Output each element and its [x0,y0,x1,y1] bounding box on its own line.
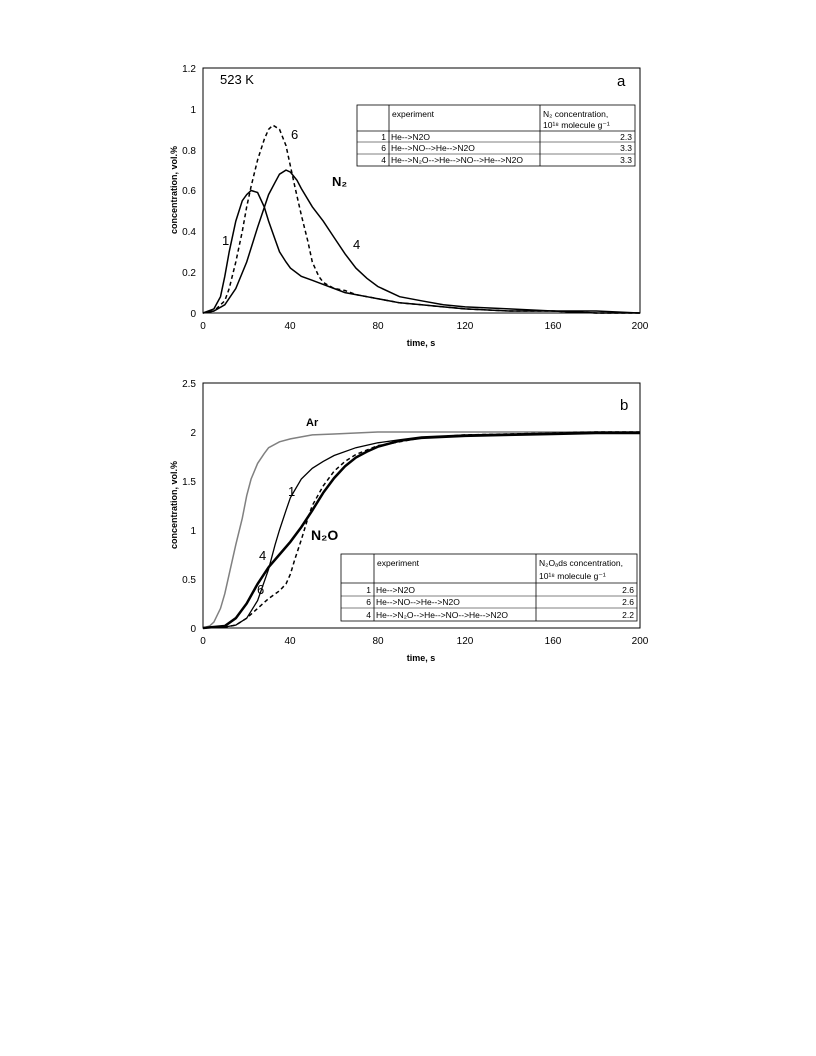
panel-letter: a [617,73,626,90]
series-label-6: 6 [257,582,264,597]
series-label-4: 4 [353,237,360,252]
table-row-id: 4 [366,610,371,620]
table-row-value: 2.6 [622,597,634,607]
y-tick-label: 1.2 [182,64,196,75]
table-row-value: 2.2 [622,610,634,620]
y-tick-label: 0.5 [182,575,196,586]
table-row-value: 2.3 [620,132,632,142]
y-tick-label: 0.8 [182,146,196,157]
y-tick-label: 1.5 [182,477,196,488]
table-row-id: 1 [366,585,371,595]
table-row-value: 3.3 [620,155,632,165]
table-row-value: 2.6 [622,585,634,595]
chart-panel-a: 0 0.2 0.4 0.6 0.8 1 1.2 0 40 80 120 160 … [169,64,649,348]
y-tick-label: 0 [190,309,196,320]
table-row-id: 4 [381,155,386,165]
table-header-units: 10¹⁸ molecule g⁻¹ [539,571,606,581]
x-tick-label: 160 [545,636,562,647]
panel-letter: b [620,397,628,414]
series-label-1: 1 [288,484,295,499]
table-header-experiment: experiment [377,558,420,568]
y-tick-label: 0 [190,624,196,635]
y-tick-label: 0.4 [182,227,196,238]
y-axis-title: concentration, vol.% [169,146,179,234]
x-tick-label: 160 [545,321,562,332]
x-tick-label: 200 [632,636,649,647]
series-line-ar [202,431,640,629]
table-row-experiment: He-->N2O [376,585,415,595]
species-label: N₂O [311,527,338,543]
legend-table: experiment N₂Oₐds concentration, 10¹⁸ mo… [340,553,638,622]
species-label: N₂ [332,174,347,189]
x-tick-label: 40 [284,636,296,647]
x-tick-label: 40 [284,321,296,332]
x-tick-label: 80 [372,636,384,647]
chart-panel-b: 0 0.5 1 1.5 2 2.5 0 40 80 120 160 200 ti… [169,379,649,663]
y-axis-title: concentration, vol.% [169,461,179,549]
x-axis-title: time, s [407,653,436,663]
table-header-concentration: N₂Oₐds concentration, [539,558,623,568]
x-tick-label: 80 [372,321,384,332]
y-tick-label: 0.2 [182,268,196,279]
series-line-4 [202,169,641,314]
temperature-label: 523 K [220,72,254,87]
table-row-id: 6 [381,143,386,153]
table-header-units: 10¹⁸ molecule g⁻¹ [543,120,610,130]
table-frame [340,553,638,622]
series-line-4 [202,431,640,630]
y-tick-label: 2 [190,428,196,439]
y-tick-label: 2.5 [182,379,196,390]
series-label-1: 1 [222,233,229,248]
x-tick-label: 0 [200,321,206,332]
x-tick-label: 0 [200,636,206,647]
x-tick-label: 120 [457,636,474,647]
table-frame [356,104,636,167]
plot-area-frame [202,67,641,314]
y-tick-label: 1 [190,105,196,116]
table-header-experiment: experiment [392,109,435,119]
y-tick-label: 1 [190,526,196,537]
table-header-concentration: N₂ concentration, [543,109,608,119]
x-tick-label: 120 [457,321,474,332]
table-row-experiment: He-->N2O [391,132,430,142]
legend-table: experiment N₂ concentration, 10¹⁸ molecu… [356,104,636,167]
x-axis-title: time, s [407,338,436,348]
series-label-ar: Ar [306,417,319,429]
y-tick-label: 0.6 [182,186,196,197]
x-tick-label: 200 [632,321,649,332]
table-row-value: 3.3 [620,143,632,153]
series-label-4: 4 [259,548,266,563]
table-row-id: 1 [381,132,386,142]
table-row-experiment: He-->N₂O-->He-->NO-->He-->N2O [376,610,508,620]
plot-area-frame [202,382,641,629]
table-row-experiment: He-->NO-->He-->N2O [376,597,460,607]
table-row-experiment: He-->NO-->He-->N2O [391,143,475,153]
series-line-6 [202,124,640,314]
series-line-1 [202,189,640,314]
series-label-6: 6 [291,127,298,142]
table-row-experiment: He-->N₂O-->He-->NO-->He-->N2O [391,155,523,165]
table-row-id: 6 [366,597,371,607]
